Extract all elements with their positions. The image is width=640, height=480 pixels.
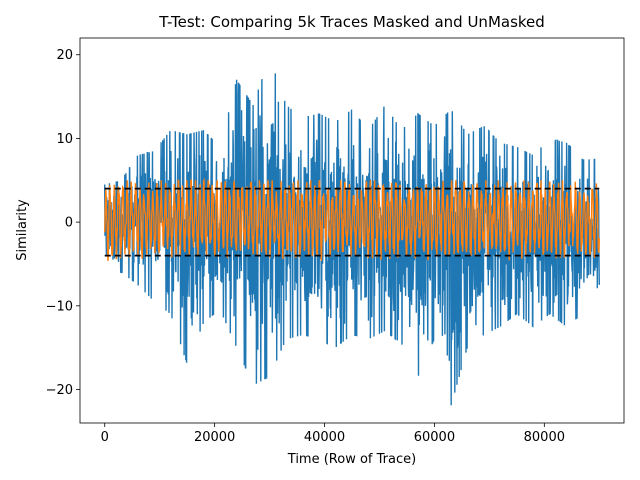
x-axis-label: Time (Row of Trace) bbox=[287, 452, 416, 467]
y-tick-label: 10 bbox=[56, 132, 73, 147]
y-tick-label: 20 bbox=[56, 48, 73, 63]
plot-area bbox=[104, 73, 600, 406]
x-tick-label: 20000 bbox=[194, 430, 235, 445]
y-tick-label: −10 bbox=[46, 299, 73, 314]
x-axis: 0 20000 40000 60000 80000 bbox=[101, 423, 565, 445]
y-tick-label: −20 bbox=[46, 383, 73, 398]
y-tick-label: 0 bbox=[65, 216, 73, 231]
x-tick-label: 60000 bbox=[414, 430, 455, 445]
x-tick-label: 40000 bbox=[304, 430, 345, 445]
x-tick-label: 0 bbox=[101, 430, 109, 445]
plot-frame bbox=[79, 37, 625, 424]
y-axis: −20 −10 0 10 20 bbox=[46, 48, 80, 398]
x-tick-label: 80000 bbox=[524, 430, 565, 445]
chart-title: T-Test: Comparing 5k Traces Masked and U… bbox=[158, 13, 545, 31]
y-axis-label: Similarity bbox=[15, 199, 30, 261]
series-unmasked-line bbox=[104, 177, 600, 261]
